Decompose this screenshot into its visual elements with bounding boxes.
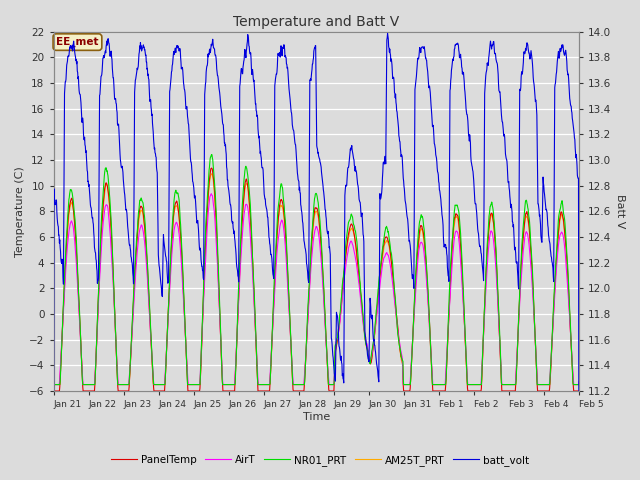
AirT bbox=[513, 348, 521, 354]
NR01_PRT bbox=[50, 381, 58, 387]
NR01_PRT bbox=[398, 357, 406, 362]
AirT bbox=[398, 354, 406, 360]
NR01_PRT bbox=[467, 382, 475, 387]
batt_volt bbox=[575, 388, 582, 394]
AirT bbox=[50, 382, 58, 387]
Line: NR01_PRT: NR01_PRT bbox=[54, 155, 579, 384]
PanelTemp bbox=[50, 388, 58, 394]
PanelTemp bbox=[208, 165, 216, 171]
PanelTemp bbox=[154, 388, 162, 394]
NR01_PRT bbox=[167, 250, 175, 255]
Text: EE_met: EE_met bbox=[56, 37, 99, 47]
AM25T_PRT bbox=[207, 171, 215, 177]
NR01_PRT bbox=[226, 382, 234, 387]
AM25T_PRT bbox=[226, 382, 234, 387]
X-axis label: Time: Time bbox=[303, 412, 330, 422]
batt_volt bbox=[50, 388, 58, 394]
AirT bbox=[167, 268, 175, 274]
AirT bbox=[207, 191, 215, 197]
Y-axis label: Temperature (C): Temperature (C) bbox=[15, 166, 25, 257]
AirT bbox=[575, 379, 582, 384]
NR01_PRT bbox=[513, 354, 521, 360]
Title: Temperature and Batt V: Temperature and Batt V bbox=[233, 15, 399, 29]
NR01_PRT bbox=[154, 382, 162, 387]
AirT bbox=[154, 382, 162, 387]
PanelTemp bbox=[50, 381, 58, 386]
AM25T_PRT bbox=[398, 359, 406, 365]
batt_volt bbox=[513, 259, 520, 264]
PanelTemp bbox=[398, 358, 406, 363]
Line: PanelTemp: PanelTemp bbox=[54, 168, 579, 391]
AirT bbox=[467, 382, 475, 387]
batt_volt bbox=[398, 152, 406, 158]
Line: AirT: AirT bbox=[54, 194, 579, 384]
Y-axis label: Batt V: Batt V bbox=[615, 194, 625, 228]
NR01_PRT bbox=[208, 152, 216, 157]
batt_volt bbox=[154, 193, 161, 199]
PanelTemp bbox=[575, 388, 582, 394]
batt_volt bbox=[384, 31, 392, 36]
PanelTemp bbox=[467, 388, 475, 394]
AirT bbox=[226, 382, 234, 387]
batt_volt bbox=[225, 191, 233, 197]
Legend: PanelTemp, AirT, NR01_PRT, AM25T_PRT, batt_volt: PanelTemp, AirT, NR01_PRT, AM25T_PRT, ba… bbox=[106, 451, 534, 470]
NR01_PRT bbox=[575, 382, 582, 387]
AM25T_PRT bbox=[575, 382, 582, 387]
PanelTemp bbox=[226, 388, 234, 394]
AM25T_PRT bbox=[513, 359, 520, 364]
AM25T_PRT bbox=[154, 382, 161, 387]
AM25T_PRT bbox=[166, 264, 174, 270]
Line: batt_volt: batt_volt bbox=[54, 34, 579, 391]
AM25T_PRT bbox=[467, 382, 474, 387]
PanelTemp bbox=[167, 256, 175, 262]
AirT bbox=[50, 374, 58, 380]
batt_volt bbox=[467, 140, 474, 145]
NR01_PRT bbox=[50, 382, 58, 387]
AM25T_PRT bbox=[50, 382, 58, 387]
Line: AM25T_PRT: AM25T_PRT bbox=[54, 174, 579, 384]
PanelTemp bbox=[513, 352, 521, 358]
batt_volt bbox=[166, 83, 174, 88]
